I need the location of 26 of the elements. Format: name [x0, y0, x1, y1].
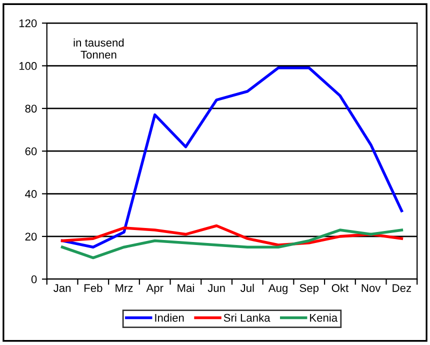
line-series: [60, 228, 404, 260]
y-tick-label: 80: [25, 104, 37, 113]
line-series: [60, 66, 404, 248]
x-tick-label: Feb: [84, 284, 102, 292]
x-tick-label: Jan: [54, 284, 71, 292]
annotation: in tausend Tonnen: [74, 38, 124, 59]
x-tick-label: Okt: [332, 284, 349, 292]
x-tick-label: Apr: [146, 284, 164, 294]
y-tick-label: 40: [25, 190, 37, 198]
y-tick-label: 60: [25, 147, 37, 156]
x-tick-label: Sep: [300, 284, 319, 294]
x-tick-label: Aug: [268, 284, 288, 294]
legend-label: Indien: [155, 314, 184, 322]
x-tick-label: Mrz: [116, 284, 133, 292]
y-tick-label: 0: [31, 275, 37, 284]
x-tick-label: Jun: [208, 284, 225, 292]
y-tick-label: 100: [19, 62, 37, 70]
x-tick-label: Nov: [362, 284, 381, 292]
x-tick-label: Jul: [240, 284, 254, 292]
line-series: [60, 224, 404, 246]
y-tick-label: 20: [25, 232, 37, 241]
x-tick-label: Dez: [392, 284, 411, 292]
legend-label: Kenia: [310, 314, 338, 322]
legend-label: Sri Lanka: [224, 314, 270, 322]
y-tick-label: 120: [19, 19, 37, 28]
x-tick-label: Mai: [178, 284, 194, 292]
